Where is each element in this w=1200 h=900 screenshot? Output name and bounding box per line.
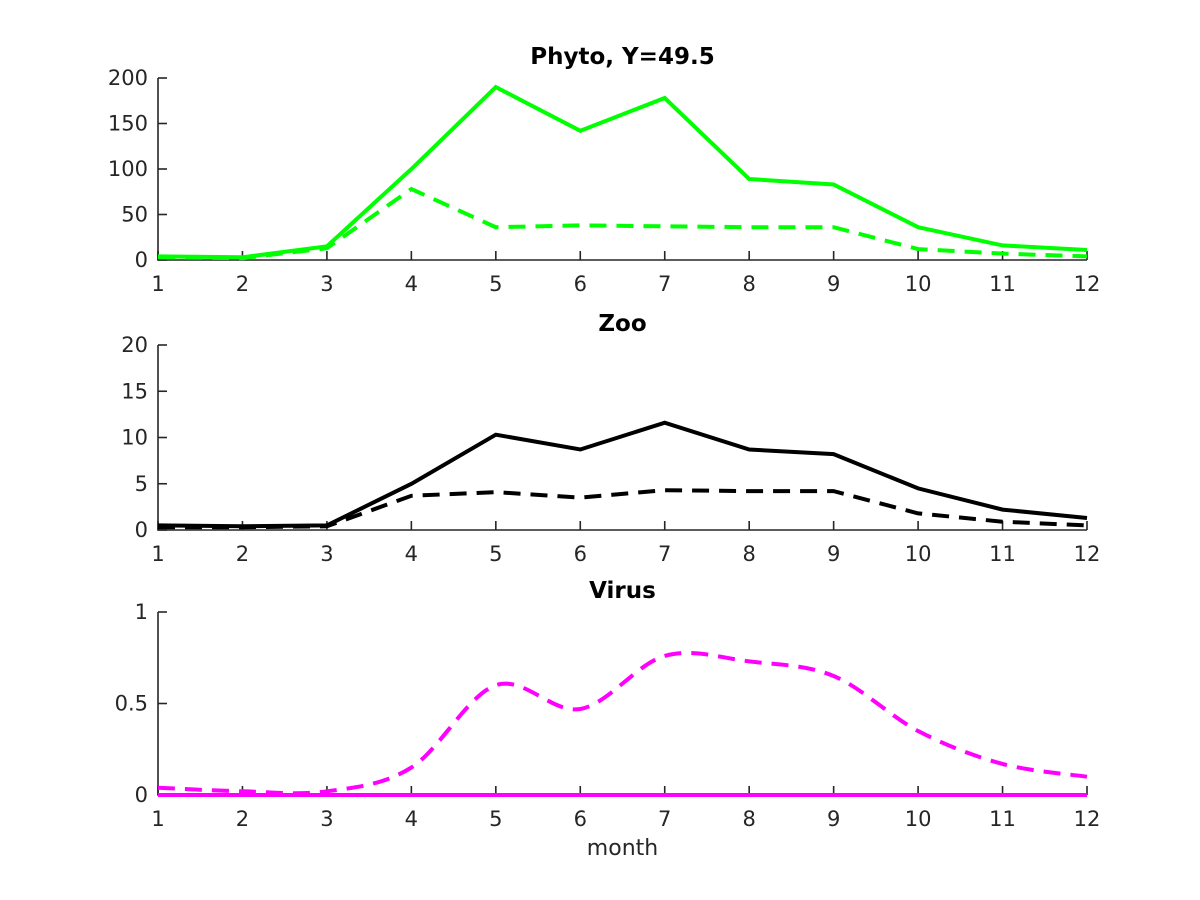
chart-title-phyto: Phyto, Y=49.5 xyxy=(530,44,715,70)
chart-2-x-tick-label: 1 xyxy=(151,807,164,831)
chart-title-virus: Virus xyxy=(589,578,656,604)
chart-0-x-tick-label: 5 xyxy=(489,272,502,296)
chart-0-x-tick-label: 3 xyxy=(320,272,333,296)
chart-1-y-tick-label: 5 xyxy=(135,472,148,496)
chart-2-y-tick-label: 0.5 xyxy=(115,692,148,716)
chart-2-dashed-line xyxy=(157,650,1088,796)
chart-2-x-tick-label: 6 xyxy=(574,807,587,831)
chart-0-x-tick-label: 6 xyxy=(574,272,587,296)
chart-2-y-tick-label: 1 xyxy=(135,600,148,624)
chart-2-x-tick-label: 10 xyxy=(905,807,932,831)
chart-2-x-tick-label: 9 xyxy=(827,807,840,831)
chart-0-x-tick-label: 11 xyxy=(989,272,1016,296)
chart-1-y-tick-label: 10 xyxy=(121,426,148,450)
chart-0-y-tick-label: 100 xyxy=(108,157,148,181)
chart-1-y-tick-label: 15 xyxy=(121,379,148,403)
chart-1-x-tick-label: 3 xyxy=(320,542,333,566)
chart-2-x-tick-label: 4 xyxy=(405,807,418,831)
chart-2-x-tick-label: 12 xyxy=(1074,807,1101,831)
chart-0-y-tick-label: 150 xyxy=(108,112,148,136)
chart-1-x-tick-label: 11 xyxy=(989,542,1016,566)
chart-title-zoo: Zoo xyxy=(598,311,647,337)
chart-1-x-tick-label: 10 xyxy=(905,542,932,566)
chart-1-dashed-line xyxy=(158,488,1088,530)
chart-1-x-tick-label: 8 xyxy=(742,542,755,566)
chart-0-x-tick-label: 9 xyxy=(827,272,840,296)
chart-1-x-tick-label: 4 xyxy=(405,542,418,566)
chart-2-x-tick-label: 3 xyxy=(320,807,333,831)
chart-0-x-tick-label: 10 xyxy=(905,272,932,296)
chart-2-x-tick-label: 5 xyxy=(489,807,502,831)
chart-0-solid-line xyxy=(157,84,1088,260)
chart-1-x-tick-label: 1 xyxy=(151,542,164,566)
chart-0-x-tick-label: 7 xyxy=(658,272,671,296)
chart-1-x-tick-label: 9 xyxy=(827,542,840,566)
chart-2-axis xyxy=(157,612,1087,796)
x-axis-label: month xyxy=(586,836,659,861)
chart-0-x-tick-label: 12 xyxy=(1074,272,1101,296)
chart-0-dashed-line xyxy=(157,186,1088,261)
chart-0-y-tick-label: 0 xyxy=(135,248,148,272)
chart-1-x-tick-label: 2 xyxy=(236,542,249,566)
chart-0-y-tick-label: 200 xyxy=(108,66,148,90)
chart-1-x-tick-label: 6 xyxy=(574,542,587,566)
chart-2-x-tick-label: 7 xyxy=(658,807,671,831)
chart-2-x-tick-label: 8 xyxy=(742,807,755,831)
chart-0-x-tick-label: 1 xyxy=(151,272,164,296)
chart-2-y-tick-label: 0 xyxy=(135,783,148,807)
chart-1-x-tick-label: 7 xyxy=(658,542,671,566)
chart-0-x-tick-label: 8 xyxy=(742,272,755,296)
chart-1-solid-line xyxy=(157,420,1088,529)
chart-1-y-tick-label: 20 xyxy=(121,333,148,357)
chart-2-x-tick-label: 11 xyxy=(989,807,1016,831)
chart-1-y-tick-label: 0 xyxy=(135,518,148,542)
chart-1-x-tick-label: 5 xyxy=(489,542,502,566)
chart-2-x-tick-label: 2 xyxy=(236,807,249,831)
chart-0-x-tick-label: 4 xyxy=(405,272,418,296)
chart-0-y-tick-label: 50 xyxy=(121,203,148,227)
chart-0-x-tick-label: 2 xyxy=(236,272,249,296)
chart-1-x-tick-label: 12 xyxy=(1074,542,1101,566)
